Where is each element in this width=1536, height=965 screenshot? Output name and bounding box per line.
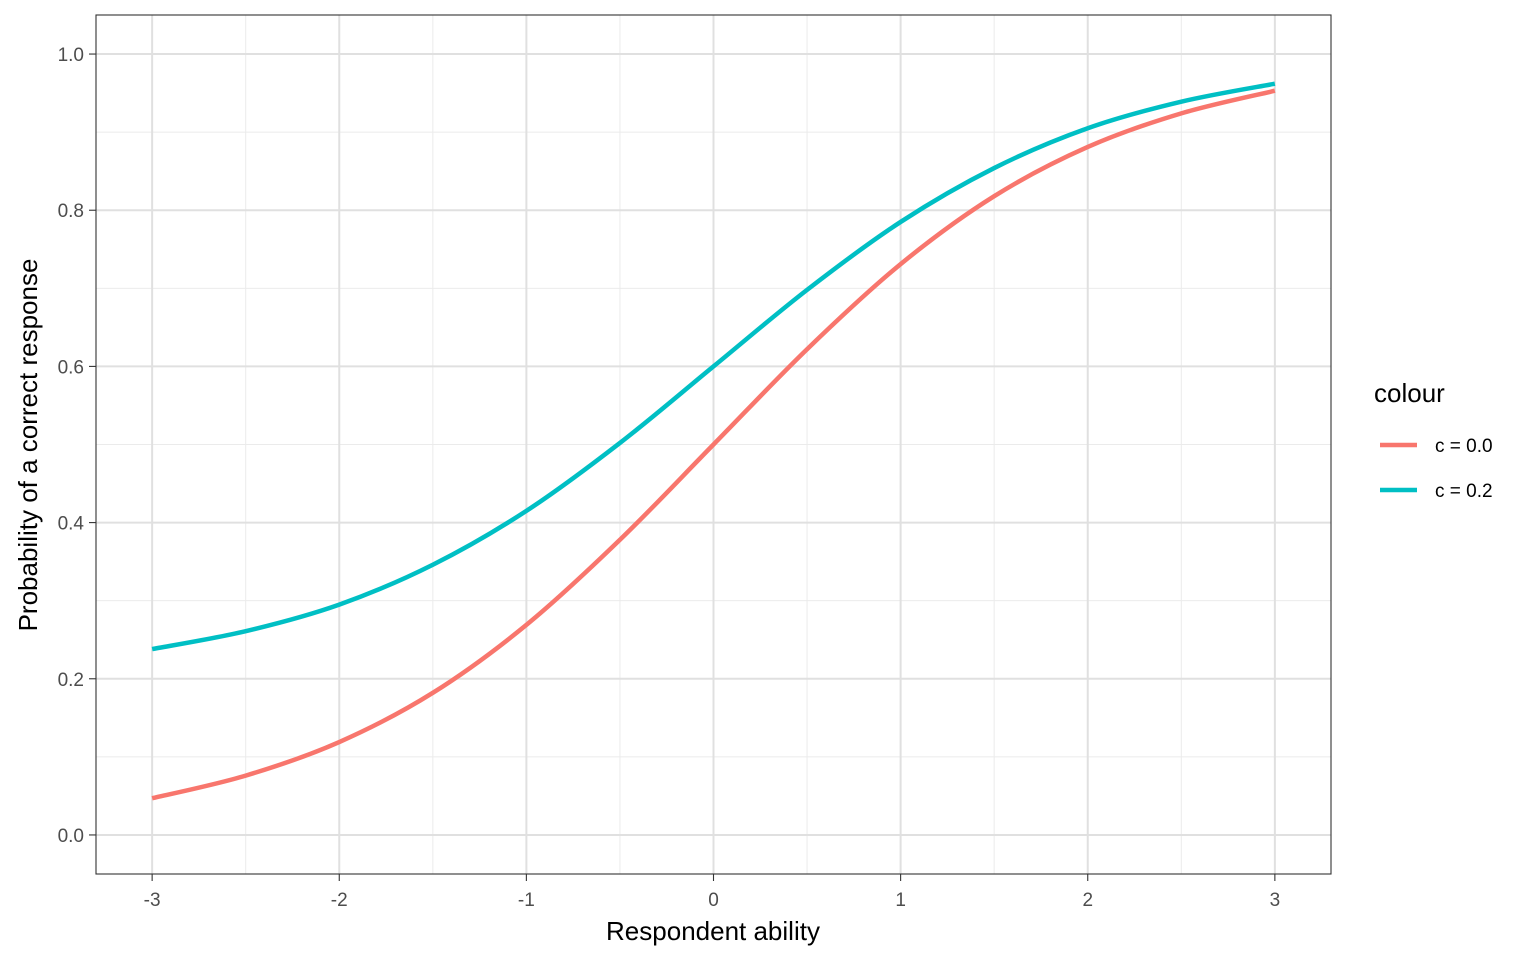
series-lines: [151, 81, 1276, 801]
x-tick-label: -2: [331, 890, 348, 911]
series-line-1: [151, 81, 1276, 652]
x-axis-label: Respondent ability: [606, 916, 820, 946]
x-tick-label: 1: [895, 890, 906, 911]
x-tick-label: -1: [518, 890, 535, 911]
y-tick-label: 0.0: [58, 826, 84, 847]
x-tick-label: 0: [708, 890, 719, 911]
legend: colour c = 0.0 c = 0.2: [1374, 378, 1493, 502]
legend-items: c = 0.0 c = 0.2: [1380, 436, 1493, 502]
series-line-0: [151, 88, 1276, 801]
x-tick-label: -3: [144, 890, 161, 911]
x-axis: -3 -2 -1 0 1 2 3: [144, 874, 1280, 911]
y-axis-label: Probability of a correct response: [13, 259, 43, 632]
y-tick-label: 0.4: [58, 514, 85, 535]
y-axis: 0.0 0.2 0.4 0.6 0.8 1.0: [58, 45, 96, 847]
y-tick-label: 1.0: [58, 45, 84, 66]
y-tick-label: 0.6: [58, 357, 84, 378]
legend-label-1: c = 0.2: [1435, 481, 1493, 502]
legend-label-0: c = 0.0: [1435, 436, 1493, 457]
x-tick-label: 3: [1270, 890, 1281, 911]
legend-title: colour: [1374, 378, 1445, 408]
x-tick-label: 2: [1082, 890, 1093, 911]
y-tick-label: 0.2: [58, 670, 84, 691]
y-tick-label: 0.8: [58, 201, 84, 222]
